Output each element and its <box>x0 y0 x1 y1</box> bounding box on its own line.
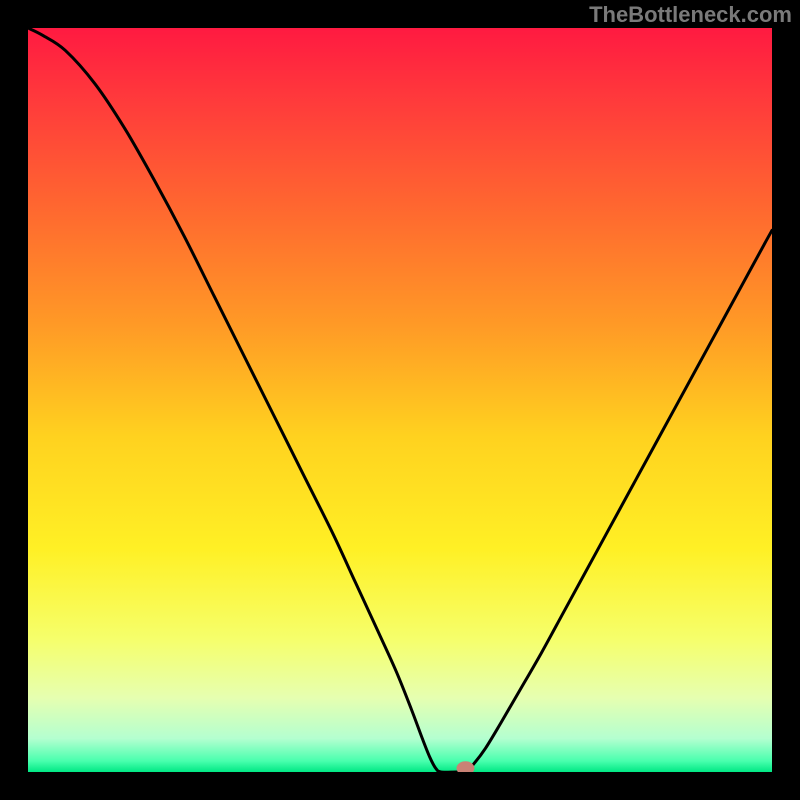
chart-svg <box>28 28 772 772</box>
watermark-text: TheBottleneck.com <box>589 2 792 28</box>
bottleneck-chart <box>28 28 772 772</box>
chart-background <box>28 28 772 772</box>
